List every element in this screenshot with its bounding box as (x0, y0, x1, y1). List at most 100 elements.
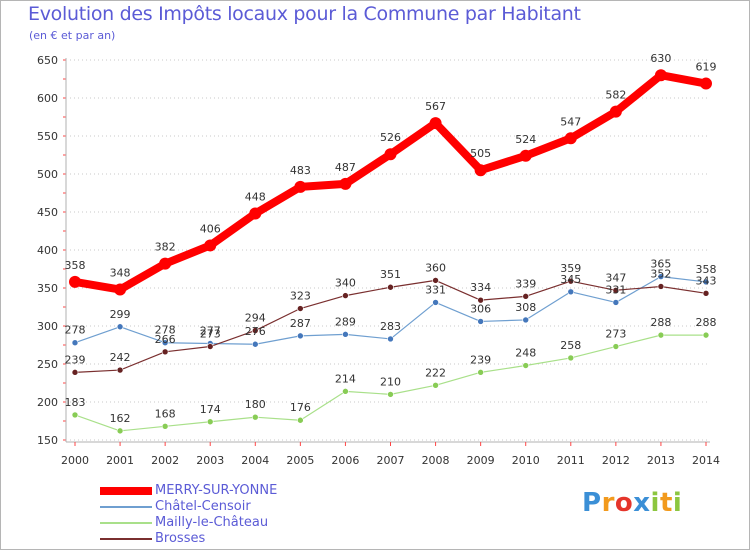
data-label: 162 (110, 412, 131, 425)
data-label: 406 (200, 222, 221, 235)
y-tick-label: 250 (37, 358, 58, 371)
data-label: 348 (110, 267, 131, 280)
data-label: 487 (335, 161, 356, 174)
data-point (432, 381, 439, 389)
data-point (297, 332, 304, 340)
data-label: 347 (605, 271, 626, 284)
data-point (206, 343, 214, 350)
y-tick-label: 450 (37, 206, 58, 219)
data-point (477, 369, 484, 376)
data-point (612, 299, 620, 306)
legend-label: MERRY-SUR-YONNE (155, 483, 278, 498)
legend-label: Châtel-Censoir (155, 499, 251, 514)
legend-swatch (100, 487, 152, 495)
data-point (297, 416, 304, 424)
data-label: 273 (605, 328, 626, 341)
data-label: 258 (560, 339, 581, 352)
x-tick-label: 2010 (512, 454, 540, 467)
logo-letter: t (659, 488, 673, 518)
data-point (69, 275, 81, 288)
logo-letter: P (582, 488, 602, 518)
data-point (432, 299, 439, 306)
x-tick-label: 2002 (151, 454, 179, 467)
data-point (477, 318, 484, 325)
data-label: 505 (470, 147, 491, 160)
data-label: 266 (155, 333, 176, 346)
data-label: 210 (380, 375, 401, 388)
data-point (206, 418, 214, 426)
data-label: 222 (425, 366, 446, 379)
data-label: 176 (290, 401, 311, 414)
x-tick-label: 2011 (557, 454, 585, 467)
data-label: 239 (65, 353, 86, 366)
data-point (251, 340, 259, 348)
data-point (522, 316, 530, 324)
data-label: 174 (200, 403, 221, 416)
x-tick-label: 2004 (241, 454, 269, 467)
data-label: 239 (470, 353, 491, 366)
data-label: 331 (425, 283, 446, 296)
data-label: 183 (65, 396, 86, 409)
legend-swatch (100, 506, 152, 508)
proxiti-logo: Proxiti (582, 488, 682, 518)
logo-letter: i (672, 488, 683, 518)
data-point (612, 343, 620, 350)
y-tick-label: 550 (37, 130, 58, 143)
data-point (159, 257, 172, 270)
data-point (432, 277, 439, 284)
y-tick-label: 600 (37, 92, 58, 105)
x-tick-label: 2013 (647, 454, 675, 467)
data-label: 358 (696, 263, 717, 276)
data-point (567, 288, 575, 296)
data-label: 334 (470, 281, 491, 294)
data-label: 289 (335, 315, 356, 328)
data-label: 619 (696, 61, 717, 74)
x-tick-label: 2014 (692, 454, 720, 467)
data-label: 276 (245, 325, 266, 338)
data-point (702, 290, 710, 297)
data-point (522, 362, 530, 369)
data-label: 273 (200, 328, 221, 341)
data-point (116, 323, 124, 331)
logo-letter: r (601, 488, 615, 518)
x-tick-label: 2003 (196, 454, 224, 467)
data-point (161, 348, 169, 356)
data-label: 345 (560, 273, 581, 286)
data-label: 214 (335, 372, 356, 385)
legend-swatch (100, 522, 152, 524)
data-label: 359 (560, 262, 581, 275)
data-label: 308 (515, 301, 536, 314)
x-tick-label: 2009 (467, 454, 495, 467)
data-label: 340 (335, 277, 356, 290)
data-point (384, 148, 397, 161)
data-point (474, 164, 487, 177)
data-label: 331 (605, 283, 626, 296)
data-point (251, 327, 259, 334)
data-point (700, 77, 712, 90)
data-point (387, 335, 394, 343)
data-point (342, 331, 349, 338)
data-point (609, 105, 622, 118)
legend-swatch (100, 538, 152, 540)
data-label: 323 (290, 290, 311, 303)
data-point (519, 149, 532, 162)
y-tick-label: 650 (37, 54, 58, 67)
data-label: 547 (560, 115, 581, 128)
y-tick-label: 350 (37, 282, 58, 295)
logo-letter: x (633, 488, 651, 518)
x-tick-label: 2001 (106, 454, 134, 467)
series-line-merry-sur-yonne (71, 71, 710, 294)
data-label: 242 (110, 351, 131, 364)
data-point (71, 339, 79, 347)
x-tick-label: 2000 (61, 454, 89, 467)
data-point (116, 427, 124, 435)
data-point (297, 305, 304, 312)
data-point (387, 283, 394, 291)
data-label: 343 (696, 274, 717, 287)
y-tick-label: 400 (37, 244, 58, 257)
chart-title: Evolution des Impôts locaux pour la Comm… (28, 3, 581, 25)
data-point (429, 117, 442, 130)
chart-subtitle: (en € et par an) (29, 29, 116, 42)
data-label: 582 (605, 89, 626, 102)
